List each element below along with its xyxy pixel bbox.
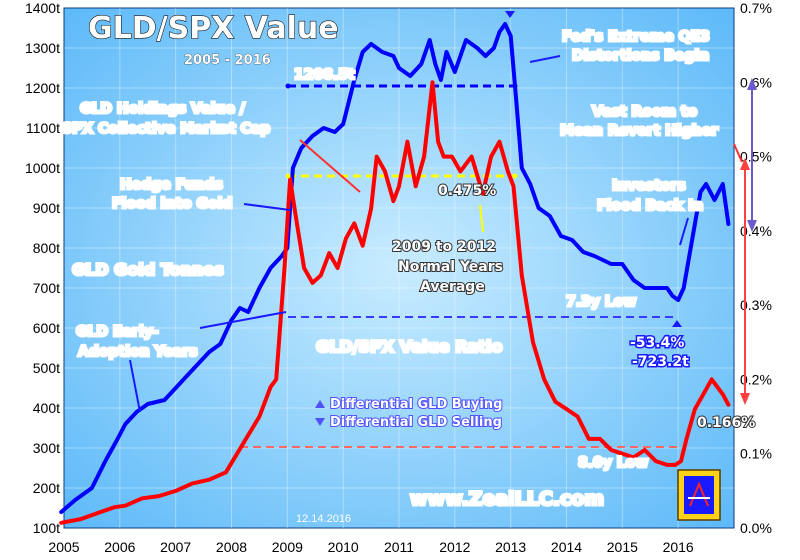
- series: [59, 22, 731, 525]
- grid: [64, 8, 734, 528]
- y-tick-right: 0.2%: [740, 371, 772, 387]
- label-holdings-2: SPX Collective Market Cap: [62, 121, 270, 137]
- plot-area: [63, 7, 735, 529]
- legend-buy: Differential GLD Buying: [330, 397, 502, 412]
- y-tick-left: 200t: [33, 480, 60, 496]
- y-axis-left: 100t 200t 300t 400t 500t 600t 700t 800t 900t 1000…: [25, 0, 60, 536]
- y-tick-right: 0.0%: [740, 520, 772, 536]
- y-axis-right: 0.0% 0.1% 0.2% 0.3% 0.4% 0.5% 0.6% 0.7%: [740, 0, 772, 536]
- y-tick-left: 1200t: [25, 80, 60, 96]
- gld-spx-ratio-line: [59, 80, 731, 525]
- y-tick-left: 1300t: [25, 40, 60, 56]
- x-tick: 2009: [272, 539, 303, 555]
- label-gld-tonnes: GLD Gold Tonnes: [72, 260, 224, 279]
- y-tick-right: 0.6%: [740, 74, 772, 90]
- y-tick-left: 700t: [33, 280, 60, 296]
- y-tick-right: 0.5%: [740, 149, 772, 165]
- x-axis: 2005 2006 2007 2008 2009 2010 2011 2012 2013 2014…: [48, 539, 694, 555]
- x-tick: 2005: [48, 539, 79, 555]
- label-holdings-1: GLD Holdings Value /: [80, 101, 246, 117]
- annotation-arrows: [129, 11, 757, 413]
- legend-sell: Differential GLD Selling: [330, 415, 502, 430]
- avg-ratio-label: 0.475%: [438, 183, 496, 199]
- avg-line-start-dot: [285, 173, 291, 179]
- peak-tonnes-label: 1208.5t: [294, 67, 355, 83]
- x-tick: 2015: [607, 539, 638, 555]
- legend-sell-arrow: [315, 418, 325, 426]
- normal-2: Normal Years: [398, 259, 503, 275]
- peak-line-end-dot: [512, 83, 518, 89]
- hedge-1: Hedge Funds: [120, 177, 223, 193]
- vast-1: Vast Room to: [592, 104, 698, 120]
- y-tick-left: 1100t: [26, 120, 60, 136]
- x-tick: 2008: [216, 539, 247, 555]
- hedge-2: Flood into Gold: [112, 196, 232, 212]
- early-2: Adoption Years: [78, 344, 197, 360]
- x-tick: 2016: [663, 539, 694, 555]
- x-tick: 2010: [328, 539, 359, 555]
- chart-date: 12.14.2016: [296, 513, 351, 525]
- normal-3: Average: [420, 279, 485, 295]
- low-8y-label: 8.0y Low: [578, 455, 648, 471]
- legend-buy-arrow: [315, 400, 325, 408]
- chart-subtitle: 2005 - 2016: [184, 53, 271, 68]
- y-tick-right: 0.4%: [740, 223, 772, 239]
- x-tick: 2012: [439, 539, 470, 555]
- y-tick-left: 300t: [33, 440, 60, 456]
- fed-1: Fed's Extreme QE3: [562, 29, 710, 45]
- y-tick-left: 100t: [33, 520, 60, 536]
- drop-t-label: -723.2t: [632, 354, 689, 370]
- early-1: GLD Early-: [76, 324, 159, 340]
- zeal-logo: [677, 469, 721, 521]
- y-tick-left: 900t: [33, 200, 60, 216]
- watermark: www.ZealLLC.com: [410, 488, 604, 510]
- chart-title: GLD/SPX Value: [88, 11, 339, 46]
- x-tick: 2014: [551, 539, 582, 555]
- investors-1: Investors: [612, 178, 686, 194]
- avg-line-end-dot: [512, 173, 518, 179]
- y-tick-left: 800t: [33, 240, 60, 256]
- vast-2: Mean Revert Higher: [560, 123, 718, 139]
- y-tick-right: 0.7%: [740, 0, 772, 16]
- y-tick-right: 0.3%: [740, 297, 772, 313]
- y-tick-right: 0.1%: [740, 446, 772, 462]
- y-tick-left: 500t: [33, 360, 60, 376]
- investors-2: Flood Back In: [597, 198, 703, 214]
- y-tick-left: 1000t: [25, 160, 60, 176]
- gld-tonnes-line: [59, 22, 731, 514]
- fed-2: Distortions Begin: [572, 48, 709, 64]
- label-ratio: GLD/SPX Value Ratio: [316, 337, 502, 356]
- y-tick-left: 600t: [33, 320, 60, 336]
- y-tick-left: 1400t: [25, 0, 60, 16]
- ratio-end-label: 0.166%: [697, 415, 755, 431]
- normal-1: 2009 to 2012: [392, 239, 496, 255]
- x-tick: 2006: [104, 539, 135, 555]
- x-tick: 2011: [384, 539, 414, 555]
- x-tick: 2013: [495, 539, 526, 555]
- peak-line-start-dot: [285, 83, 291, 89]
- drop-pct-label: -53.4%: [630, 335, 684, 351]
- x-tick: 2007: [160, 539, 191, 555]
- low-7y-label: 7.3y Low: [566, 294, 636, 310]
- y-tick-left: 400t: [33, 400, 60, 416]
